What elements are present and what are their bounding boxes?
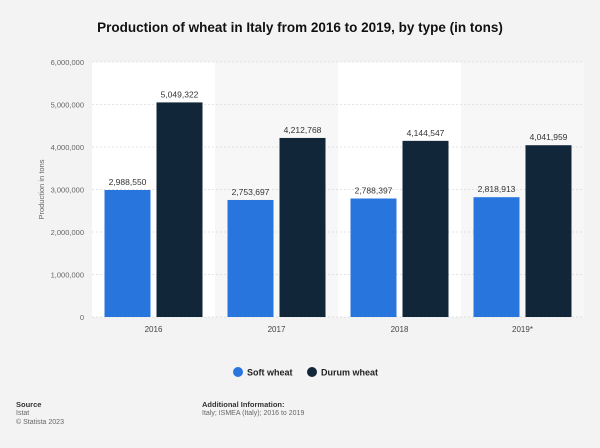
- legend-label: Durum wheat: [321, 368, 378, 378]
- y-tick-label: 6,000,000: [51, 58, 84, 67]
- source-heading: Source: [16, 400, 42, 409]
- bar: [402, 140, 449, 317]
- y-tick-label: 2,000,000: [51, 228, 84, 237]
- data-label: 2,753,697: [232, 187, 270, 197]
- x-tick-label: 2017: [268, 325, 286, 334]
- additional-info-block[interactable]: Additional Information: Italy; ISMEA (It…: [202, 400, 304, 418]
- additional-info-text: Italy; ISMEA (Italy); 2016 to 2019: [202, 410, 305, 417]
- data-label: 5,049,322: [161, 89, 199, 99]
- data-label: 2,818,913: [478, 184, 516, 194]
- legend-marker: [233, 367, 243, 377]
- data-label: 4,041,959: [530, 132, 568, 142]
- y-axis-label: Production in tons: [37, 159, 46, 219]
- bar: [350, 198, 397, 317]
- bar: [104, 189, 151, 317]
- bar: [156, 102, 203, 318]
- data-label: 2,788,397: [355, 185, 393, 195]
- x-tick-label: 2018: [391, 325, 409, 334]
- y-tick-label: 5,000,000: [51, 101, 84, 110]
- bar: [525, 145, 572, 317]
- x-tick-label: 2019*: [512, 325, 533, 334]
- source-line-2: © Statista 2023: [16, 419, 64, 426]
- bar: [279, 137, 326, 317]
- data-label: 4,144,547: [407, 128, 445, 138]
- x-tick-label: 2016: [145, 325, 163, 334]
- source-block: Source Istat © Statista 2023: [16, 400, 64, 427]
- data-label: 4,212,768: [284, 125, 322, 135]
- y-tick-label: 0: [80, 313, 84, 322]
- legend-marker: [307, 367, 317, 377]
- source-line-1: Istat: [16, 410, 30, 417]
- y-tick-label: 3,000,000: [51, 186, 84, 195]
- bar: [473, 197, 520, 317]
- y-tick-label: 4,000,000: [51, 143, 84, 152]
- legend-label: Soft wheat: [247, 368, 293, 378]
- chart-title: Production of wheat in Italy from 2016 t…: [97, 20, 503, 35]
- additional-info-heading[interactable]: Additional Information:: [202, 400, 285, 409]
- data-label: 2,988,550: [109, 177, 147, 187]
- bar: [227, 199, 274, 317]
- y-tick-label: 1,000,000: [51, 271, 84, 280]
